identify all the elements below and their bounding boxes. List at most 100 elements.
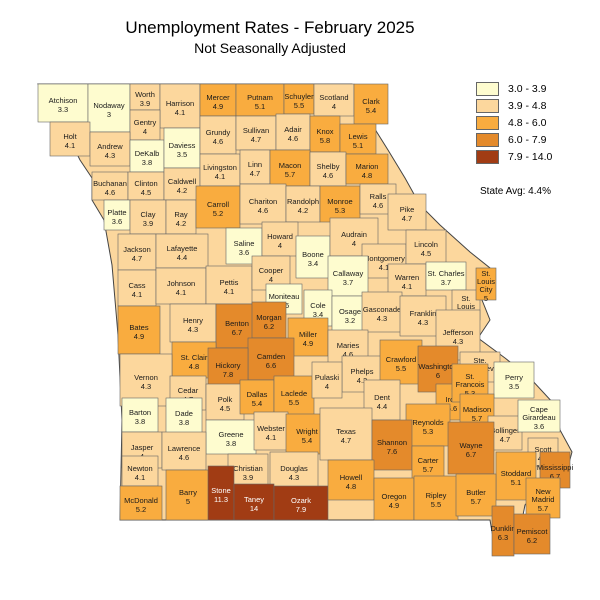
county-name-clark: Clark [362,97,380,106]
county-value-daviess: 3.5 [177,150,187,159]
county-name-benton: Benton [225,319,249,328]
county-name-stone: Stone [211,486,231,495]
county-name-cass: Cass [128,281,145,290]
county-value-webster: 4.1 [266,433,276,442]
county-name-barton: Barton [129,408,151,417]
county-name-caldwell: Caldwell [168,177,197,186]
county-miller [287,317,329,357]
county-name-scotland: Scotland [319,93,348,102]
legend-item: 6.0 - 7.9 [476,131,552,148]
county-value-pemiscot: 6.2 [527,536,537,545]
legend-label: 3.9 - 4.8 [508,99,547,112]
county-value-lewis: 5.1 [353,141,363,150]
county-name-dent: Dent [374,393,391,402]
legend: 3.0 - 3.9 3.9 - 4.8 4.8 - 6.0 6.0 - 7.9 7.9 … [476,80,552,165]
county-value-lafayette: 4.4 [177,253,187,262]
county-name-ralls: Ralls [370,192,387,201]
county-name-texas: Texas [336,427,356,436]
county-value-carroll: 5.2 [213,209,223,218]
county-value-vernon: 4.3 [141,382,151,391]
county-value-dent: 4.4 [377,402,387,411]
county-value-crawford: 5.5 [396,364,406,373]
county-name-morgan: Morgan [256,313,281,322]
county-name-webster: Webster [257,424,285,433]
county-value-caldwell: 4.2 [177,186,187,195]
county-value-franklin: 4.3 [418,318,428,327]
county-name-schuyler: Schuyler [284,92,314,101]
county-value-mercer: 4.9 [213,102,223,111]
county-clark [353,83,389,125]
county-value-clinton: 4.5 [141,188,151,197]
county-harrison [159,83,201,129]
county-christian [227,453,269,489]
county-name-warren: Warren [395,273,419,282]
county-wayne [447,421,495,475]
county-name-ray: Ray [174,210,188,219]
county-value-cass: 4.1 [132,290,142,299]
county-name-cooper: Cooper [259,266,284,275]
county-name-daviess: Daviess [169,141,196,150]
state-average-label: State Avg: 4.4% [480,186,551,197]
county-value-dunklin: 6.3 [498,533,508,542]
county-name-pulaski: Pulaski [315,373,340,382]
county-value-mcdonald: 5.2 [136,505,146,514]
county-lincoln [405,229,447,265]
county-name-shelby: Shelby [317,162,340,171]
county-name-greene: Greene [218,430,243,439]
county-value-scotland: 4 [332,102,336,111]
county-name-franklin: Franklin [410,309,437,318]
county-value-clark: 5.4 [366,106,376,115]
county-name-jasper: Jasper [131,443,154,452]
county-name-pike: Pike [400,205,415,214]
county-name-clay: Clay [140,210,155,219]
county-value-cole: 3.4 [313,310,323,319]
county-value-perry: 3.5 [509,382,519,391]
county-oregon [373,477,415,521]
county-value-knox: 5.8 [320,136,330,145]
county-value-phelps: 4.2 [357,376,367,385]
county-carroll [195,185,241,229]
county-value-pettis: 4.1 [224,287,234,296]
county-name-saline: Saline [234,239,255,248]
county-name-osage: Osage [339,307,361,316]
county-lafayette [155,233,209,269]
county-value-barton: 3.8 [135,417,145,426]
county-name-dade: Dade [175,409,193,418]
legend-item: 3.0 - 3.9 [476,80,552,97]
county-webster [253,411,289,451]
county-name-montgomery: Montgomery [363,254,405,263]
county-newton [121,455,159,487]
county-name-cedar: Cedar [178,386,199,395]
county-value-shannon: 7.6 [387,447,397,456]
county-value-new-madrid: 5.7 [538,504,548,513]
county-value-wayne: 6.7 [466,450,476,459]
legend-item: 7.9 - 14.0 [476,148,552,165]
county-name-wayne: Wayne [459,441,482,450]
county-name-howard: Howard [267,232,293,241]
county-douglas [269,451,319,491]
county-value-grundy: 4.6 [213,137,223,146]
county-value-platte: 3.6 [112,217,122,226]
county-clay [129,199,167,235]
county-ozark [273,485,329,521]
county-name-stoddard: Stoddard [501,469,531,478]
county-name-cape-girardeau: Cape Girardeau [522,405,555,422]
county-value-pulaski: 4 [325,382,329,391]
county-name-marion: Marion [356,162,379,171]
county-name-grundy: Grundy [206,128,231,137]
county-name-new-madrid: New Madrid [532,487,555,504]
county-value-montgomery: 4.1 [379,263,389,272]
county-value-taney: 14 [250,504,258,513]
county-name-taney: Taney [244,495,264,504]
county-name-bollinger: Bollinger [490,426,520,435]
county-name-nodaway: Nodaway [93,101,125,110]
county-value-shelby: 4.6 [323,171,333,180]
county-barry [165,469,211,521]
county-stone [207,465,235,521]
county-name-linn: Linn [248,160,262,169]
county-value-atchison: 3.3 [58,105,68,114]
county-camden [247,337,295,381]
county-value-reynolds: 5.3 [423,427,433,436]
county-name-carroll: Carroll [207,200,229,209]
county-taney [233,483,275,521]
